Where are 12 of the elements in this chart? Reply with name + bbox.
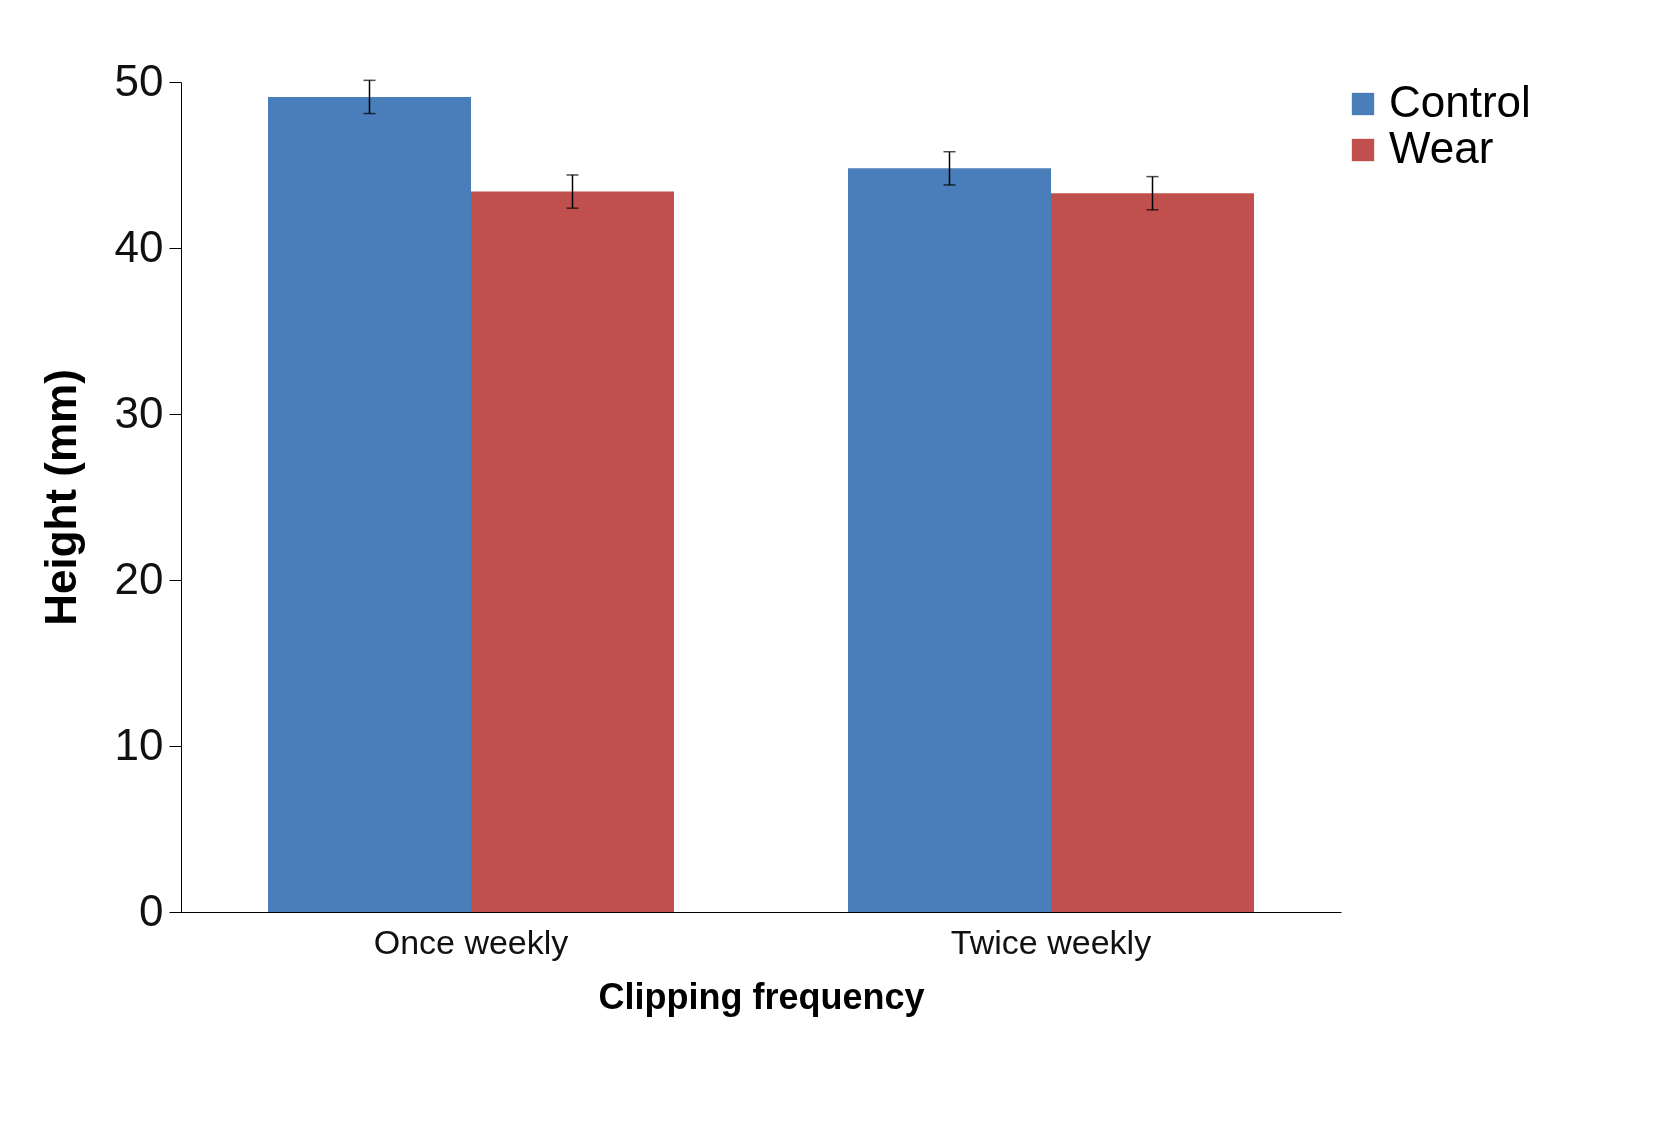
x-tick-label: Twice weekly	[950, 922, 1152, 961]
legend-label: Control	[1389, 77, 1531, 126]
y-tick-label: 50	[114, 55, 164, 105]
y-tick-label: 40	[114, 221, 164, 271]
x-axis-title: Clipping frequency	[598, 975, 925, 1017]
x-tick-label: Once weekly	[373, 922, 569, 961]
y-tick-label: 20	[114, 553, 164, 603]
y-tick-label: 30	[114, 387, 164, 437]
y-tick-label: 10	[114, 719, 164, 769]
y-tick-label: 0	[139, 885, 164, 935]
legend-label: Wear	[1389, 123, 1494, 172]
y-axis-title: Height (mm)	[35, 369, 85, 626]
